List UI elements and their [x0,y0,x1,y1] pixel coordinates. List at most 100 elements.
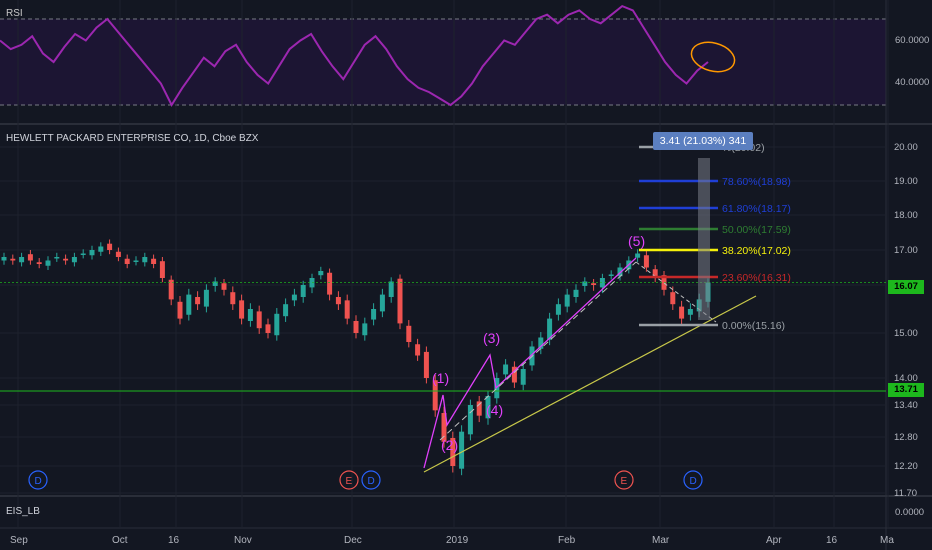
fib-level-label: 50.00%(17.59) [722,224,791,236]
event-marker-label: E [346,476,353,487]
candle-body [423,351,429,378]
candle-body [151,258,157,264]
price-tick-label: 15.00 [894,328,918,339]
rsi-tick-label: 60.0000 [895,35,929,46]
candle-body [291,294,297,301]
wave-label: (3) [483,330,500,346]
candle-body [555,304,561,315]
event-marker-circle [339,470,359,490]
candle-body [564,294,570,307]
time-tick-label: Mar [652,535,670,546]
candle-body [212,281,218,286]
wave-channel-line [439,261,637,441]
candle-body [239,300,245,319]
candle-body [406,325,412,342]
event-marker-circle [614,470,634,490]
time-tick-label: 16 [826,535,838,546]
candle-body [520,369,526,385]
candle-body [45,260,51,266]
last-price-tag: 16.07 [888,280,924,294]
candle-body [415,344,421,356]
candle-body [177,301,183,319]
candle-body [89,250,95,256]
candle-body [503,364,509,375]
candle-body [230,292,236,305]
candle-body [195,297,201,305]
candle-body [107,243,113,250]
candle-body [54,257,60,259]
candle-body [591,283,597,285]
time-tick-label: Apr [766,535,782,546]
candle-body [274,313,280,336]
candles [1,239,711,476]
time-tick-label: Ma [880,535,894,546]
candle-body [124,258,130,264]
price-tick-label: 12.20 [894,461,918,472]
wave-label: (2) [441,437,458,453]
candle-body [98,246,104,252]
candle-body [256,311,262,329]
candle-body [1,257,7,261]
wave-label: (4) [486,402,503,418]
time-tick-label: Oct [112,535,128,546]
candle-body [63,258,69,261]
price-tick-label: 17.00 [894,245,918,256]
candle-body [388,281,394,297]
event-marker-circle [361,470,381,490]
event-marker-label: D [368,476,375,487]
candle-body [265,324,271,333]
fib-level-label: 23.60%(16.31) [722,272,791,284]
candle-body [371,309,377,320]
candle-body [159,261,165,278]
candle-body [582,281,588,286]
wave-label: (5) [628,233,645,249]
candle-body [36,262,42,264]
candle-body [599,278,605,288]
candle-body [441,413,447,442]
candle-body [283,304,289,317]
candle-body [318,271,324,276]
fib-level-label: 78.60%(18.98) [722,176,791,188]
candle-body [432,380,438,411]
measure-label[interactable]: 3.41 (21.03%) 341 [653,132,753,150]
candle-body [450,437,456,466]
support-price-tag: 13.71 [888,383,924,397]
candle-body [327,272,333,295]
candle-body [485,396,491,419]
candle-body [643,255,649,268]
candle-body [547,318,553,340]
candle-body [344,300,350,319]
candle-body [186,294,192,315]
symbol-title: HEWLETT PACKARD ENTERPRISE CO, 1D, Cboe … [6,133,259,144]
time-tick-label: 2019 [446,535,469,546]
price-tick-label: 12.80 [894,432,918,443]
rsi-line [0,4,709,108]
candle-body [221,283,227,290]
time-tick-label: Sep [10,535,28,546]
grid-lines [0,0,889,528]
candle-body [573,289,579,297]
fib-level-label: 38.20%(17.02) [722,245,791,257]
candle-body [19,257,25,263]
trend-line [423,295,757,473]
fib-level-label: 61.80%(18.17) [722,203,791,215]
candle-body [538,337,544,349]
candle-body [353,321,359,333]
candle-body [300,285,306,297]
rsi-highlight-ellipse [690,41,736,73]
candle-body [142,257,148,263]
time-tick-label: Feb [558,535,576,546]
event-marker-label: E [621,476,628,487]
candle-body [362,323,368,336]
candle-body [71,257,77,263]
time-tick-label: Dec [344,535,362,546]
price-tick-label: 13.40 [894,400,918,411]
candle-body [476,401,482,416]
candle-body [608,274,614,276]
time-tick-label: Nov [234,535,252,546]
candle-body [679,306,685,319]
rsi-tick-label: 40.0000 [895,77,929,88]
candle-body [635,253,641,258]
